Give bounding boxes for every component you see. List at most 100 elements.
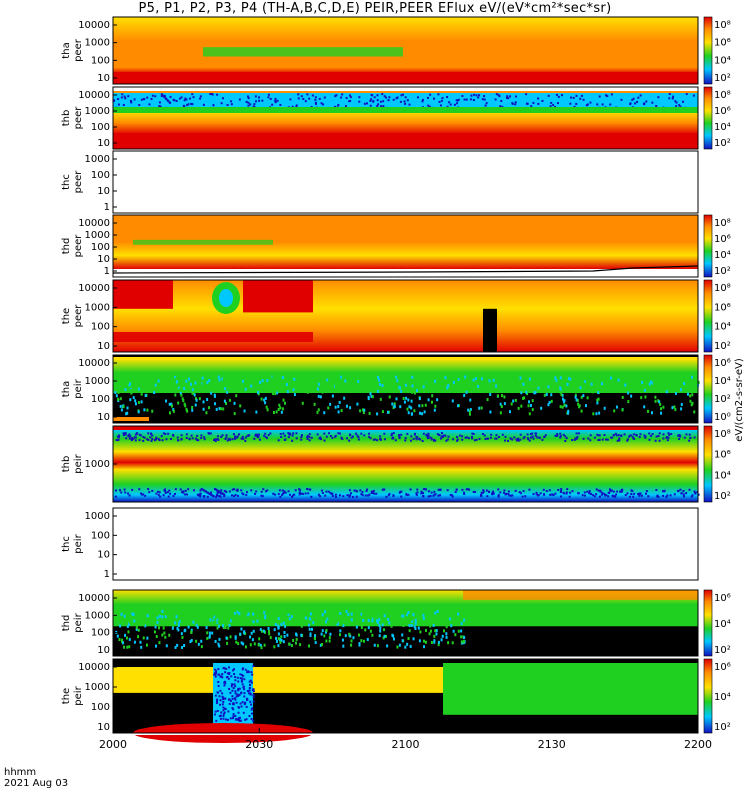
y-tick-label: 1 xyxy=(104,569,110,580)
colorbar-tick-label: 10⁶ xyxy=(714,593,731,604)
colorbar-tick-label: 10⁶ xyxy=(714,234,731,245)
panel-ylabel-species: peer xyxy=(73,170,84,194)
panel-frame xyxy=(112,507,699,581)
panel-ylabel-probe: the xyxy=(61,688,72,704)
panel-the_peer: the peer 10000 1000 100 10 10⁸ 10⁶ 10⁴ 10² xyxy=(61,279,731,353)
panel-frame xyxy=(112,354,699,424)
x-tick-label: 2100 xyxy=(392,738,420,751)
panel-ylabel-probe: tha xyxy=(61,381,72,397)
y-tick-label: 10000 xyxy=(78,283,110,294)
colorbar-tick-label: 10² xyxy=(714,394,731,405)
colorbar-tick-label: 10² xyxy=(714,341,731,352)
panel-the_peir: the peir 10000 1000 100 10 10⁶ 10⁴ 10² xyxy=(61,658,731,743)
y-tick-label: 100 xyxy=(91,702,110,713)
y-tick-label: 10000 xyxy=(78,218,110,229)
y-tick-label: 10 xyxy=(97,550,110,561)
y-tick-label: 10000 xyxy=(78,90,110,101)
colorbar-tick-label: 10⁴ xyxy=(714,470,731,481)
y-tick-label: 10000 xyxy=(78,662,110,673)
y-tick-label: 1000 xyxy=(85,376,110,387)
panel-frame xyxy=(112,279,699,353)
y-tick-label: 10 xyxy=(97,412,110,423)
panel-ylabel-probe: thb xyxy=(61,456,72,473)
colorbar-tick-label: 10² xyxy=(714,645,731,656)
colorbar-tick-label: 10⁰ xyxy=(714,412,731,423)
panel-ylabel-species: peer xyxy=(73,38,84,62)
colorbar-tick-label: 10⁸ xyxy=(714,218,731,229)
y-tick-label: 10 xyxy=(97,645,110,656)
colorbar xyxy=(703,16,713,85)
colorbar-tick-label: 10⁴ xyxy=(714,376,731,387)
panel-ylabel-species: peer xyxy=(73,106,84,130)
colorbar xyxy=(703,658,713,734)
time-unit-label: hhmm xyxy=(4,767,37,778)
panel-frame xyxy=(112,589,699,657)
colorbar-tick-label: 10⁸ xyxy=(714,429,731,440)
y-tick-label: 100 xyxy=(91,628,110,639)
y-tick-label: 100 xyxy=(91,530,110,541)
y-tick-label: 1000 xyxy=(85,511,110,522)
panel-ylabel-probe: thd xyxy=(61,238,72,255)
colorbar-tick-label: 10⁶ xyxy=(714,358,731,369)
x-tick-label: 2000 xyxy=(99,738,127,751)
y-tick-label: 1000 xyxy=(85,154,110,165)
y-tick-label: 1 xyxy=(104,202,110,213)
panel-frame xyxy=(112,86,699,150)
panel-ylabel-species: peer xyxy=(73,304,84,328)
panel-ylabel-species: peir xyxy=(73,533,84,553)
panel-ylabel-species: peir xyxy=(73,612,84,632)
panel-frame xyxy=(112,214,699,278)
y-tick-label: 10 xyxy=(97,186,110,197)
panel-frame xyxy=(112,16,699,85)
colorbar-tick-label: 10⁶ xyxy=(714,38,731,49)
colorbar xyxy=(703,425,713,503)
panel-ylabel-probe: thb xyxy=(61,110,72,127)
panel-ylabel-probe: thc xyxy=(61,536,72,552)
colorbar-tick-label: 10⁴ xyxy=(714,55,731,66)
colorbar xyxy=(703,354,713,424)
y-tick-label: 10000 xyxy=(78,593,110,604)
y-tick-label: 100 xyxy=(91,394,110,405)
panel-thb_peir: thb peir 1000 10⁸ 10⁶ 10⁴ 10² xyxy=(61,425,731,503)
colorbar-tick-label: 10⁶ xyxy=(714,302,731,313)
colorbar-tick-label: 10⁶ xyxy=(714,662,731,673)
colorbar-tick-label: 10⁴ xyxy=(714,619,731,630)
y-tick-label: 1000 xyxy=(85,106,110,117)
colorbar-tick-label: 10⁸ xyxy=(714,20,731,31)
y-tick-label: 100 xyxy=(91,55,110,66)
y-tick-label: 10 xyxy=(97,341,110,352)
x-tick-label: 2200 xyxy=(684,738,712,751)
panel-thb_peer: thb peer 10000 1000 100 10 10⁸ 10⁶ 10⁴ 10² xyxy=(61,86,731,150)
panel-ylabel-species: peir xyxy=(73,685,84,705)
panel-ylabel-species: peer xyxy=(73,234,84,258)
panel-ylabel-probe: tha xyxy=(61,42,72,58)
chart-title: P5, P1, P2, P3, P4 (TH-A,B,C,D,E) PEIR,P… xyxy=(138,1,612,16)
colorbar-tick-label: 10⁴ xyxy=(714,250,731,261)
date-label: 2021 Aug 03 xyxy=(4,778,69,789)
colorbar xyxy=(703,86,713,150)
time-axis-caption: hhmm 2021 Aug 03 xyxy=(4,767,68,789)
y-tick-label: 100 xyxy=(91,122,110,133)
x-tick-label: 2030 xyxy=(245,738,273,751)
panel-ylabel-species: peir xyxy=(73,453,84,473)
colorbar xyxy=(703,279,713,353)
y-tick-label: 10 xyxy=(97,254,110,265)
y-tick-label: 1000 xyxy=(85,459,110,470)
colorbar-tick-label: 10⁴ xyxy=(714,122,731,133)
colorbar xyxy=(703,589,713,657)
y-tick-label: 1 xyxy=(104,266,110,277)
y-tick-label: 1000 xyxy=(85,38,110,49)
y-tick-label: 1000 xyxy=(85,682,110,693)
y-tick-label: 1000 xyxy=(85,230,110,241)
y-tick-label: 100 xyxy=(91,170,110,181)
y-tick-label: 1000 xyxy=(85,302,110,313)
panel-thd_peir: thd peir 10000 1000 100 10 10⁶ 10⁴ 10² xyxy=(61,589,731,657)
x-tick-label: 2130 xyxy=(538,738,566,751)
colorbar-tick-label: 10⁶ xyxy=(714,106,731,117)
colorbar-unit-label: eV/(cm2-s-sr-eV) xyxy=(734,358,745,442)
colorbar-tick-label: 10² xyxy=(714,722,731,733)
